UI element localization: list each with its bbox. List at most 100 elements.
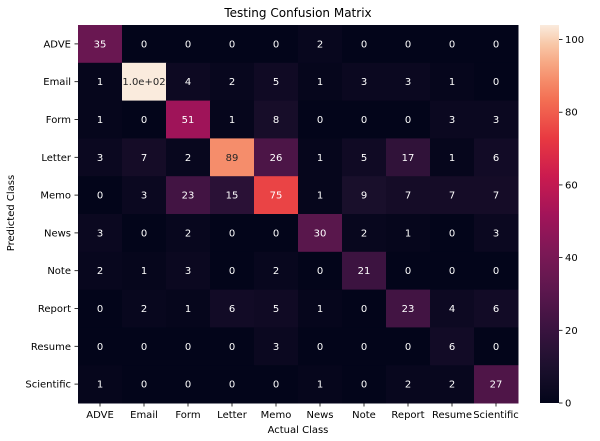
cell-value-label: 0 <box>361 380 367 391</box>
cell-value-label: 1 <box>141 266 147 277</box>
heatmap-cell <box>166 138 211 177</box>
heatmap-cell <box>122 25 167 64</box>
cell-value-label: 89 <box>226 153 239 164</box>
cell-value-label: 0 <box>229 39 235 50</box>
cell-value-label: 0 <box>97 304 103 315</box>
cell-value-label: 0 <box>141 39 147 50</box>
heatmap-cell <box>386 100 431 139</box>
cell-value-label: 0 <box>493 39 499 50</box>
heatmap-cell <box>254 251 299 291</box>
x-tick-label: Report <box>391 410 424 421</box>
heatmap-cell <box>430 289 475 328</box>
colorbar-tick-label: 20 <box>565 326 578 337</box>
heatmap-cell <box>210 365 255 404</box>
cell-value-label: 6 <box>493 304 499 315</box>
cell-value-label: 0 <box>229 228 235 239</box>
x-tick-label: Letter <box>217 410 248 421</box>
heatmap-cell <box>210 251 255 291</box>
heatmap-cell <box>166 327 211 366</box>
y-tick-labels: ADVE Email Form Letter Memo News Note Report Res… <box>25 39 78 391</box>
cell-value-label: 5 <box>273 77 279 88</box>
cell-value-label: 0 <box>97 342 103 353</box>
x-tick-label: Resume <box>432 410 472 421</box>
heatmap-cell <box>430 138 475 177</box>
heatmap-cell <box>342 289 387 328</box>
cell-value-label: 0 <box>141 380 147 391</box>
heatmap-cell <box>298 100 343 139</box>
x-tick-label: Form <box>175 410 200 421</box>
cell-value-label: 2 <box>97 266 103 277</box>
cell-value-label: 0 <box>361 304 367 315</box>
x-tick-label: ADVE <box>86 410 114 421</box>
cell-value-label: 1 <box>449 153 455 164</box>
cell-value-label: 1 <box>405 228 411 239</box>
cell-value-label: 6 <box>449 342 455 353</box>
cell-value-label: 0 <box>361 342 367 353</box>
cell-value-label: 0 <box>141 115 147 126</box>
heatmap-cell <box>78 25 123 64</box>
cell-value-label: 2 <box>185 228 191 239</box>
heatmap-cell <box>474 365 519 404</box>
heatmap-cell <box>298 138 343 177</box>
cell-value-label: 0 <box>185 39 191 50</box>
heatmap-cell <box>430 176 475 215</box>
heatmap-cell <box>342 138 387 177</box>
cell-value-label: 7 <box>405 191 411 202</box>
x-tick-label: Note <box>352 410 376 421</box>
heatmap-cell <box>430 62 475 102</box>
cell-value-label: 3 <box>493 228 499 239</box>
colorbar-tick-label: 100 <box>565 35 584 46</box>
y-tick-label: Email <box>43 77 71 88</box>
heatmap-cell <box>166 251 211 291</box>
chart-title: Testing Confusion Matrix <box>223 6 371 20</box>
heatmap-cell <box>166 25 211 64</box>
cell-value-label: 26 <box>270 153 283 164</box>
cell-value-label: 7 <box>141 153 147 164</box>
heatmap-cell <box>78 365 123 404</box>
cell-value-label: 0 <box>405 39 411 50</box>
cell-value-label: 21 <box>358 266 371 277</box>
cell-value-label: 17 <box>402 153 415 164</box>
heatmap-cell <box>210 25 255 64</box>
heatmap-cell <box>298 25 343 64</box>
cell-value-label: 1 <box>97 77 103 88</box>
y-tick-label: Note <box>47 266 71 277</box>
cell-value-label: 30 <box>314 228 327 239</box>
cell-value-label: 0 <box>229 380 235 391</box>
y-tick-label: ADVE <box>43 39 71 50</box>
heatmap-cell <box>386 62 431 102</box>
cell-value-label: 0 <box>141 228 147 239</box>
cell-value-label: 0 <box>317 115 323 126</box>
cell-value-label: 0 <box>405 266 411 277</box>
heatmap-cell <box>386 289 431 328</box>
cell-value-label: 0 <box>97 191 103 202</box>
heatmap-cell <box>342 100 387 139</box>
y-tick-label: Form <box>46 115 71 126</box>
cell-value-label: 3 <box>141 191 147 202</box>
cell-value-label: 5 <box>273 304 279 315</box>
heatmap-cell <box>78 214 123 253</box>
cell-value-label: 2 <box>185 153 191 164</box>
heatmap-cell <box>430 251 475 291</box>
cell-value-label: 1 <box>317 153 323 164</box>
colorbar-tick-label: 80 <box>565 108 578 119</box>
y-tick-label: Letter <box>41 153 72 164</box>
heatmap-cell <box>122 138 167 177</box>
cell-value-label: 1 <box>317 191 323 202</box>
heatmap-cell <box>430 100 475 139</box>
cell-value-label: 3 <box>273 342 279 353</box>
heatmap-cell <box>78 176 123 215</box>
heatmap-cell <box>474 214 519 253</box>
cell-value-label: 1 <box>317 380 323 391</box>
heatmap-cell <box>342 176 387 215</box>
cell-value-label: 27 <box>490 380 503 391</box>
heatmap-cell <box>298 289 343 328</box>
heatmap-cell <box>78 62 123 102</box>
cell-value-label: 2 <box>449 380 455 391</box>
cell-value-label: 2 <box>361 228 367 239</box>
heatmap-cell <box>122 176 167 215</box>
cell-value-label: 3 <box>405 77 411 88</box>
heatmap-cell <box>430 327 475 366</box>
heatmap-cell <box>78 138 123 177</box>
cell-value-label: 5 <box>361 153 367 164</box>
